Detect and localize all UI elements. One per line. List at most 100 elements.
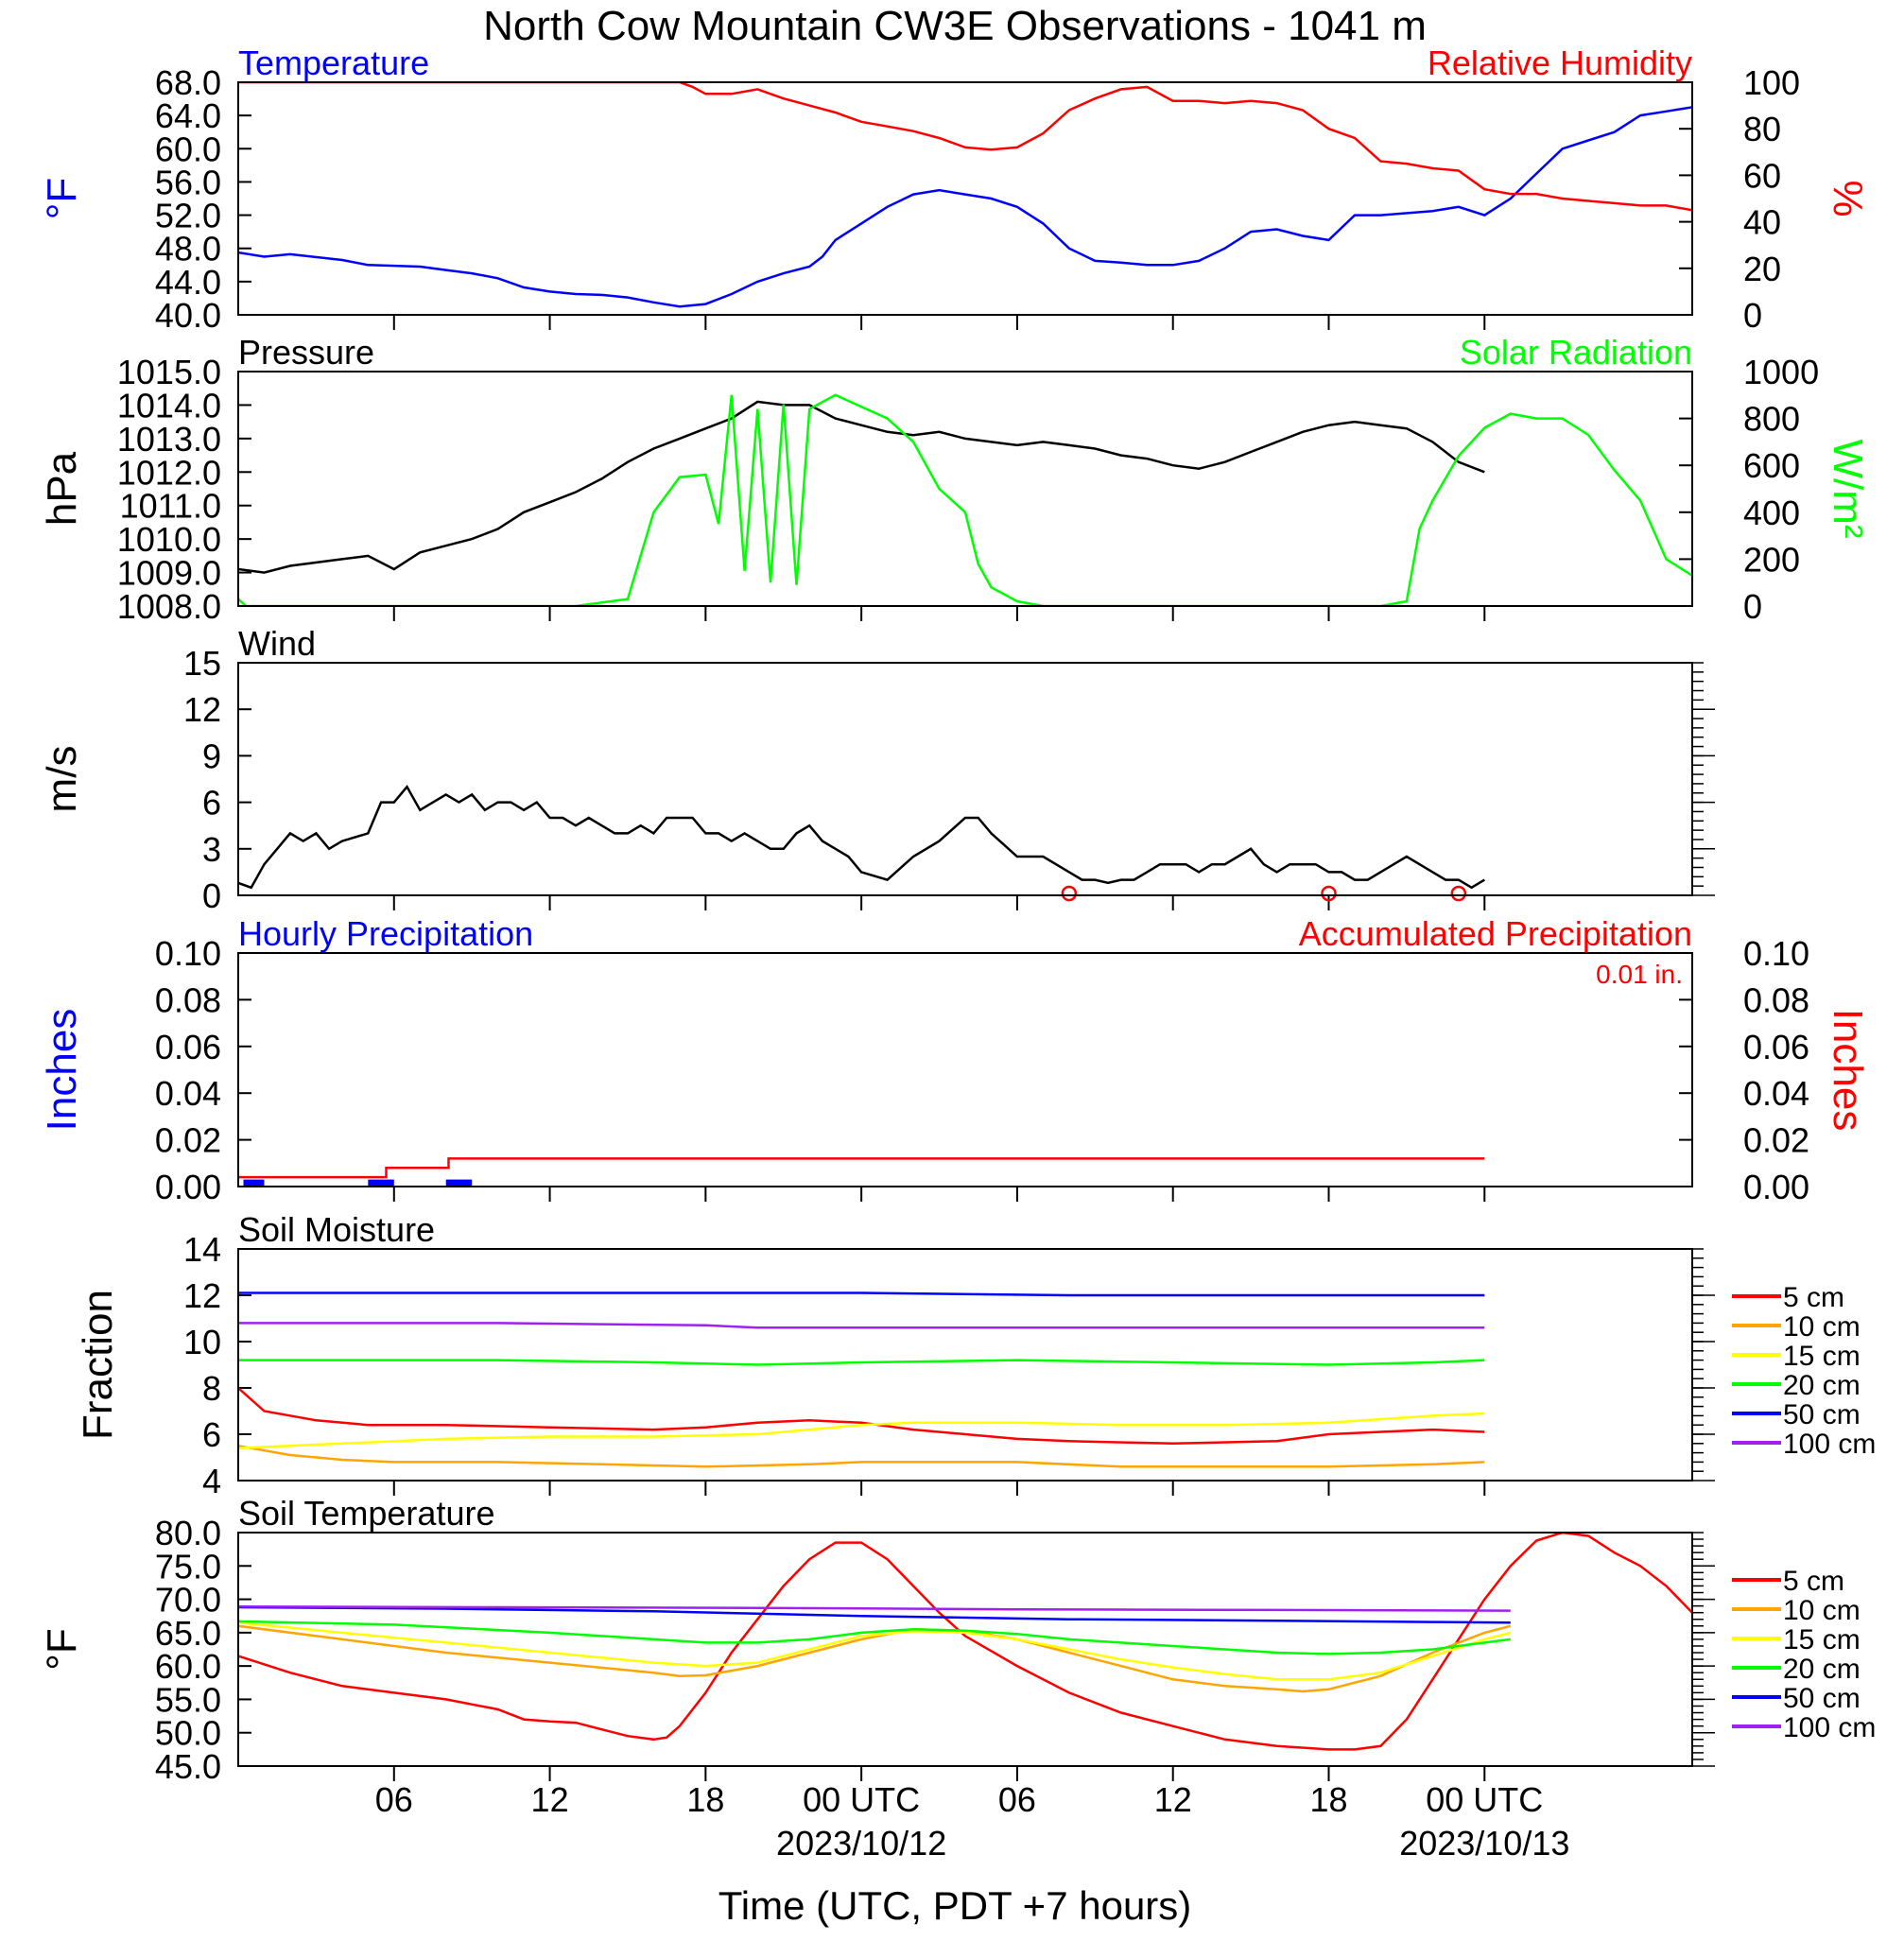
series-line-wind xyxy=(238,785,1485,890)
y-tick-label: 0.04 xyxy=(155,1074,221,1113)
y-right-tick-label: 80 xyxy=(1743,110,1781,148)
series-line-15-cm xyxy=(238,1412,1485,1449)
y-tick-label: 44.0 xyxy=(155,263,221,302)
y-tick-label: 12 xyxy=(183,1276,221,1315)
panel-frame xyxy=(237,371,1693,607)
y-tick-label: 80.0 xyxy=(155,1514,221,1552)
series-line-solar-radiation xyxy=(238,393,1692,606)
y-axis-label-right: Inches xyxy=(1825,1009,1871,1132)
legend-label: 50 cm xyxy=(1783,1399,1861,1430)
panel-title-left: Wind xyxy=(238,624,316,663)
y-right-tick-label: 100 xyxy=(1743,63,1800,102)
y-right-tick-label: 400 xyxy=(1743,494,1800,532)
series-line-20-cm xyxy=(238,1359,1485,1366)
y-axis-label-left: Fraction xyxy=(75,1290,121,1440)
panel-frame xyxy=(237,662,1693,896)
y-tick-label: 6 xyxy=(202,1415,221,1454)
y-tick-label: 70.0 xyxy=(155,1581,221,1620)
series-line-20-cm xyxy=(238,1620,1511,1655)
x-tick-label: 00 UTC xyxy=(803,1780,920,1819)
y-tick-label: 0.06 xyxy=(155,1028,221,1066)
y-right-tick-label: 0.00 xyxy=(1743,1168,1809,1206)
y-right-tick-label: 0.02 xyxy=(1743,1121,1809,1160)
panel-wind: 0 3 6 9 12 15 Wind m/s xyxy=(39,624,1715,915)
y-right-tick-label: 0.06 xyxy=(1743,1028,1809,1066)
series-line-15-cm xyxy=(238,1621,1512,1681)
y-axis-label-left: m/s xyxy=(39,746,85,813)
panel-frame xyxy=(237,1248,1693,1482)
figure-title: North Cow Mountain CW3E Observations - 1… xyxy=(483,3,1427,49)
y-right-tick-label: 20 xyxy=(1743,250,1781,288)
x-axis-label: Time (UTC, PDT +7 hours) xyxy=(718,1883,1192,1928)
y-tick-label: 0.10 xyxy=(155,934,221,973)
y-tick-label: 40.0 xyxy=(155,296,221,335)
hourly-precip-bar xyxy=(368,1179,394,1187)
y-tick-label: 1015.0 xyxy=(117,353,221,391)
series-line-5-cm xyxy=(238,1387,1485,1446)
y-axis-label-left: hPa xyxy=(39,451,85,526)
y-tick-label: 0.00 xyxy=(155,1168,221,1206)
y-tick-label: 0.02 xyxy=(155,1121,221,1160)
y-right-tick-label: 800 xyxy=(1743,400,1800,439)
y-tick-label: 12 xyxy=(183,690,221,729)
x-date-label: 2023/10/13 xyxy=(1399,1824,1569,1863)
panel-title-left: Soil Moisture xyxy=(238,1210,435,1249)
y-right-tick-label: 1000 xyxy=(1743,353,1819,391)
x-tick-label: 18 xyxy=(1309,1780,1347,1819)
y-tick-label: 48.0 xyxy=(155,230,221,269)
series-line-relative-humidity xyxy=(238,82,1692,212)
y-tick-label: 56.0 xyxy=(155,163,221,201)
y-tick-label: 15 xyxy=(183,644,221,683)
legend-label: 100 cm xyxy=(1783,1712,1876,1743)
y-tick-label: 60.0 xyxy=(155,1647,221,1686)
x-tick-label: 12 xyxy=(531,1780,569,1819)
accum-total-label: 0.01 in. xyxy=(1596,960,1683,989)
legend-label: 15 cm xyxy=(1783,1624,1861,1655)
calm-wind-marker xyxy=(1450,885,1467,902)
panels: 40.044.048.052.056.060.064.068.002040608… xyxy=(39,43,1876,1786)
y-tick-label: 1013.0 xyxy=(117,420,221,459)
panel-title-left: Pressure xyxy=(238,333,374,372)
y-tick-label: 64.0 xyxy=(155,96,221,135)
legend-label: 20 cm xyxy=(1783,1654,1861,1685)
legend-label: 5 cm xyxy=(1783,1566,1844,1597)
panel-frame xyxy=(237,81,1693,316)
y-right-tick-label: 600 xyxy=(1743,446,1800,485)
hourly-precip-bar xyxy=(243,1179,265,1187)
y-axis-label-right: W/m² xyxy=(1825,439,1871,538)
panel-pres_solar: 1008.01009.01010.01011.01012.01013.01014… xyxy=(39,333,1871,626)
hourly-precip-bar xyxy=(445,1179,473,1187)
x-tick-label: 00 UTC xyxy=(1426,1780,1543,1819)
x-tick-label: 06 xyxy=(998,1780,1036,1819)
panel-temp_rh: 40.044.048.052.056.060.064.068.0 0 20 40 60 8… xyxy=(39,43,1871,335)
panel-title-right: Accumulated Precipitation xyxy=(1299,914,1692,953)
y-tick-label: 1010.0 xyxy=(117,520,221,559)
legend-label: 10 cm xyxy=(1783,1311,1861,1343)
y-right-tick-label: 200 xyxy=(1743,540,1800,579)
y-tick-label: 6 xyxy=(202,784,221,823)
calm-wind-marker xyxy=(1321,885,1337,902)
y-tick-label: 10 xyxy=(183,1323,221,1361)
y-right-tick-label: 0 xyxy=(1743,587,1762,626)
series-line-accumulated-precipitation xyxy=(238,1157,1485,1179)
x-tick-label: 06 xyxy=(375,1780,413,1819)
y-right-tick-label: 0 xyxy=(1743,296,1762,335)
y-tick-label: 68.0 xyxy=(155,63,221,102)
x-tick-label: 12 xyxy=(1154,1780,1192,1819)
legend-label: 100 cm xyxy=(1783,1429,1876,1460)
panel-frame xyxy=(237,952,1693,1187)
y-tick-label: 45.0 xyxy=(155,1747,221,1786)
y-axis-label-left: °F xyxy=(39,1628,85,1670)
legend-label: 5 cm xyxy=(1783,1282,1844,1313)
y-right-tick-label: 0.10 xyxy=(1743,934,1809,973)
y-tick-label: 1008.0 xyxy=(117,587,221,626)
y-tick-label: 50.0 xyxy=(155,1714,221,1753)
panel-soil_temp: 45.050.055.060.065.070.075.080.0 Soil Tem… xyxy=(39,1494,1876,1786)
y-axis-label-left: °F xyxy=(39,178,85,219)
series-line-10-cm xyxy=(238,1445,1485,1468)
series-line-50-cm xyxy=(238,1605,1511,1624)
y-right-tick-label: 0.08 xyxy=(1743,980,1809,1019)
panel-title-left: Hourly Precipitation xyxy=(238,914,533,953)
x-tick-label: 18 xyxy=(686,1780,724,1819)
